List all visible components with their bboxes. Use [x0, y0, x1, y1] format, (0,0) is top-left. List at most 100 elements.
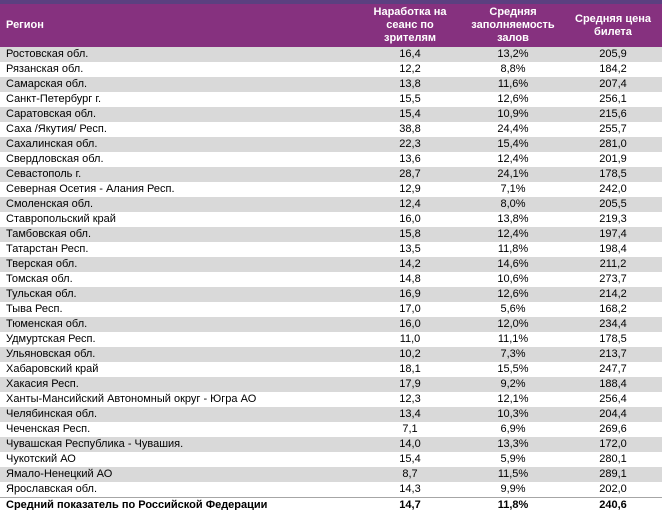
table-row: Татарстан Респ. 13,5 11,8% 198,4	[0, 242, 662, 257]
regions-stats-table: Регион Наработка на сеанс по зрителям Ср…	[0, 4, 662, 510]
table-row: Тверская обл. 14,2 14,6% 211,2	[0, 257, 662, 272]
value-cell: 178,5	[599, 168, 627, 180]
column-header-ticket-price: Средняя цена билета	[564, 4, 662, 47]
region-cell: Удмуртская Респ.	[6, 333, 96, 345]
region-cell: Тульская обл.	[6, 288, 77, 300]
value-cell: 13,3%	[497, 438, 529, 450]
value-cell: 38,8	[399, 123, 421, 135]
table-row: Смоленская обл. 12,4 8,0% 205,5	[0, 197, 662, 212]
value-cell: 13,8%	[497, 213, 529, 225]
table-row: Тульская обл. 16,9 12,6% 214,2	[0, 287, 662, 302]
region-cell: Саратовская обл.	[6, 108, 97, 120]
value-cell: 10,3%	[497, 408, 529, 420]
value-cell: 255,7	[599, 123, 627, 135]
value-cell: 16,4	[399, 48, 421, 60]
value-cell: 15,5	[399, 93, 421, 105]
value-cell: 15,4	[399, 108, 421, 120]
region-cell: Челябинская обл.	[6, 408, 98, 420]
region-cell: Хакасия Респ.	[6, 378, 79, 390]
value-cell: 184,2	[599, 63, 627, 75]
region-cell: Хабаровский край	[6, 363, 99, 375]
value-cell: 16,9	[399, 288, 421, 300]
column-header-region: Регион	[0, 4, 358, 47]
value-cell: 10,2	[399, 348, 421, 360]
value-cell: 12,0%	[497, 318, 529, 330]
value-cell: 7,3%	[500, 348, 526, 360]
table-row: Хабаровский край 18,1 15,5% 247,7	[0, 362, 662, 377]
summary-occupancy: 11,8%	[462, 497, 564, 510]
value-cell: 7,1	[402, 423, 418, 435]
table-header: Регион Наработка на сеанс по зрителям Ср…	[0, 4, 662, 47]
value-cell: 214,2	[599, 288, 627, 300]
value-cell: 269,6	[599, 423, 627, 435]
value-cell: 12,3	[399, 393, 421, 405]
value-cell: 289,1	[599, 468, 627, 480]
value-cell: 16,0	[399, 318, 421, 330]
value-cell: 168,2	[599, 303, 627, 315]
region-cell: Татарстан Респ.	[6, 243, 89, 255]
value-cell: 11,0	[399, 333, 421, 345]
table-row: Челябинская обл. 13,4 10,3% 204,4	[0, 407, 662, 422]
value-cell: 15,5%	[497, 363, 529, 375]
region-cell: Тюменская обл.	[6, 318, 88, 330]
value-cell: 11,8%	[497, 243, 529, 255]
value-cell: 202,0	[599, 483, 627, 495]
value-cell: 14,2	[399, 258, 421, 270]
value-cell: 17,9	[399, 378, 421, 390]
value-cell: 205,5	[599, 198, 627, 210]
value-cell: 13,5	[399, 243, 421, 255]
region-cell: Санкт-Петербург г.	[6, 93, 102, 105]
table-row: Тюменская обл. 16,0 12,0% 234,4	[0, 317, 662, 332]
region-cell: Рязанская обл.	[6, 63, 84, 75]
table-row: Чеченская Респ. 7,1 6,9% 269,6	[0, 422, 662, 437]
value-cell: 24,4%	[497, 123, 529, 135]
table-row: Саха /Якутия/ Респ. 38,8 24,4% 255,7	[0, 122, 662, 137]
value-cell: 198,4	[599, 243, 627, 255]
region-cell: Свердловская обл.	[6, 153, 104, 165]
value-cell: 13,2%	[497, 48, 529, 60]
value-cell: 12,4%	[497, 228, 529, 240]
value-cell: 12,9	[399, 183, 421, 195]
header-row: Регион Наработка на сеанс по зрителям Ср…	[0, 4, 662, 47]
value-cell: 13,6	[399, 153, 421, 165]
table-row: Рязанская обл. 12,2 8,8% 184,2	[0, 62, 662, 77]
value-cell: 14,0	[399, 438, 421, 450]
table-row: Тыва Респ. 17,0 5,6% 168,2	[0, 302, 662, 317]
table-row: Ярославская обл. 14,3 9,9% 202,0	[0, 482, 662, 498]
table-row: Чувашская Республика - Чувашия. 14,0 13,3%…	[0, 437, 662, 452]
table-row: Саратовская обл. 15,4 10,9% 215,6	[0, 107, 662, 122]
value-cell: 273,7	[599, 273, 627, 285]
value-cell: 256,1	[599, 93, 627, 105]
value-cell: 6,9%	[500, 423, 526, 435]
value-cell: 8,8%	[500, 63, 526, 75]
value-cell: 15,4%	[497, 138, 529, 150]
value-cell: 11,6%	[497, 78, 529, 90]
value-cell: 219,3	[599, 213, 627, 225]
region-cell: Чеченская Респ.	[6, 423, 91, 435]
value-cell: 28,7	[399, 168, 421, 180]
table-row: Тамбовская обл. 15,8 12,4% 197,4	[0, 227, 662, 242]
region-cell: Тыва Респ.	[6, 303, 63, 315]
value-cell: 234,4	[599, 318, 627, 330]
value-cell: 10,9%	[497, 108, 529, 120]
region-cell: Ярославская обл.	[6, 483, 98, 495]
summary-ticket-price: 240,6	[564, 497, 662, 510]
value-cell: 13,4	[399, 408, 421, 420]
table-body: Ростовская обл. 16,4 13,2% 205,9 Рязанская о…	[0, 47, 662, 498]
region-cell: Чукотский АО	[6, 453, 76, 465]
value-cell: 197,4	[599, 228, 627, 240]
value-cell: 205,9	[599, 48, 627, 60]
column-header-viewers-per-session: Наработка на сеанс по зрителям	[358, 4, 462, 47]
value-cell: 256,4	[599, 393, 627, 405]
table-row: Сахалинская обл. 22,3 15,4% 281,0	[0, 137, 662, 152]
value-cell: 7,1%	[500, 183, 526, 195]
region-cell: Тверская обл.	[6, 258, 78, 270]
value-cell: 213,7	[599, 348, 627, 360]
value-cell: 8,0%	[500, 198, 526, 210]
table-row: Удмуртская Респ. 11,0 11,1% 178,5	[0, 332, 662, 347]
region-cell: Самарская обл.	[6, 78, 88, 90]
table-footer: Средний показатель по Российской Федерац…	[0, 497, 662, 510]
table-row: Ямало-Ненецкий АО 8,7 11,5% 289,1	[0, 467, 662, 482]
region-cell: Саха /Якутия/ Респ.	[6, 123, 107, 135]
summary-label: Средний показатель по Российской Федерац…	[0, 497, 358, 510]
